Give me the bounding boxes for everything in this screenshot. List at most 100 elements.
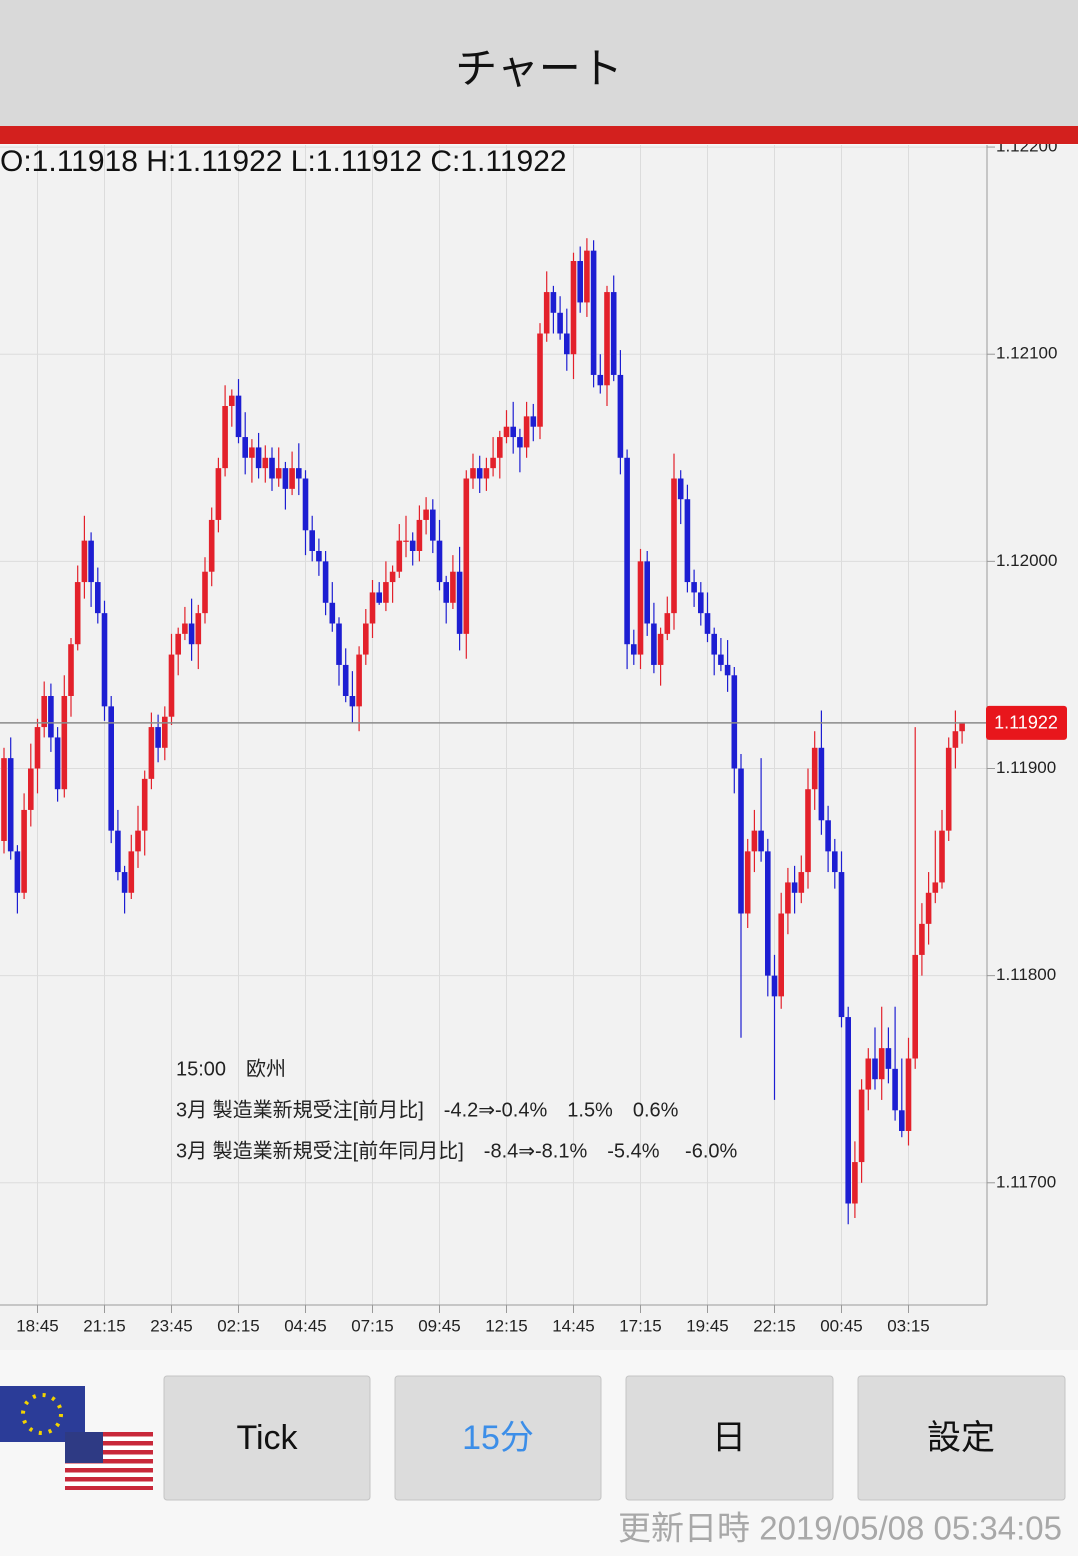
candle-body (610, 292, 617, 375)
candle-body (497, 437, 503, 458)
candle-body (584, 250, 590, 303)
candle-body (537, 333, 543, 427)
candle-body (54, 737, 61, 790)
x-tick-label: 17:15 (619, 1316, 662, 1335)
candle-body (543, 292, 550, 334)
button[interactable]: Tick (163, 1375, 371, 1501)
x-tick-label: 02:15 (217, 1316, 260, 1335)
ohlc-text: O:1.11918 H:1.11922 L:1.11912 C:1.11922 (0, 145, 567, 178)
candle-body (389, 571, 396, 583)
candle-body (590, 250, 597, 375)
candle-body (912, 954, 918, 1059)
candle-body (168, 654, 175, 717)
button[interactable]: 設定 (857, 1375, 1066, 1501)
candle-body (135, 830, 141, 852)
candle-body (436, 540, 443, 583)
candle-body (751, 830, 758, 852)
x-tick-label: 07:15 (351, 1316, 394, 1335)
button[interactable]: 15分 (394, 1375, 602, 1501)
candle-body (175, 633, 181, 655)
candle-body (162, 716, 168, 748)
current-price-box (986, 705, 1067, 740)
candle-body (711, 633, 717, 655)
candle-body (785, 882, 791, 914)
candle-body (416, 519, 423, 551)
candle-body (925, 892, 932, 924)
candle-body (597, 374, 604, 386)
x-tick-label: 21:15 (83, 1316, 126, 1335)
candle-body (939, 830, 945, 883)
candle-body (356, 654, 362, 707)
candle-body (624, 457, 630, 645)
candle-body (557, 312, 563, 334)
y-tick-label: 1.12000 (996, 551, 1057, 570)
x-tick-label: 22:15 (753, 1316, 796, 1335)
candle-body (832, 851, 838, 873)
candle-body (945, 747, 952, 831)
candle-body (765, 851, 771, 976)
candle-body (369, 592, 376, 624)
candle-body (778, 913, 784, 997)
candle-body (68, 644, 74, 696)
candle-body (503, 426, 510, 438)
candle-body (41, 696, 47, 728)
annotation-line: 3月 製造業新規受注[前年同月比] -8.4⇒-8.1% -5.4% -6.0% (176, 1139, 738, 1162)
candle-body (21, 809, 27, 893)
candle-body (208, 519, 215, 572)
candle-body (617, 374, 624, 458)
candle-body (878, 1048, 885, 1080)
candle-body (510, 426, 516, 438)
candle-body (141, 778, 148, 831)
candle-body (222, 406, 228, 469)
candle-body (269, 457, 275, 479)
candle-body (275, 468, 282, 479)
candle-body (718, 654, 724, 665)
x-tick-label: 09:45 (418, 1316, 461, 1335)
candle-body (463, 478, 470, 634)
chart: 1.117001.118001.119001.120001.121001.122… (0, 137, 1067, 1335)
candle-body (704, 613, 711, 634)
updated-time: 更新日時 2019/05/08 05:34:05 (618, 1510, 1062, 1547)
candle-body (671, 478, 677, 614)
candle-body (322, 561, 329, 603)
candle-body (61, 696, 68, 790)
x-tick-label: 23:45 (150, 1316, 193, 1335)
candle-body (188, 623, 195, 645)
candle-body (128, 851, 135, 893)
button-label: 日 (712, 1419, 746, 1457)
candle-body (249, 447, 255, 458)
candle-body (148, 727, 155, 779)
candle-body (349, 696, 356, 707)
candle-body (229, 395, 235, 406)
candle-body (825, 820, 831, 852)
button-label: Tick (236, 1419, 298, 1457)
candle-body (664, 613, 671, 634)
annotation-line: 3月 製造業新規受注[前月比] -4.2⇒-0.4% 1.5% 0.6% (176, 1098, 679, 1121)
candle-body (289, 468, 295, 489)
candle-body (523, 416, 530, 448)
candle-body (798, 872, 805, 893)
candle-body (336, 623, 342, 665)
candle-body (255, 447, 262, 469)
candle-body (657, 633, 664, 665)
candle-body (637, 561, 644, 655)
candle-body (517, 437, 523, 448)
candle-body (7, 758, 14, 852)
x-tick-label: 03:15 (887, 1316, 930, 1335)
candle-body (838, 872, 845, 1018)
candle-body (885, 1048, 892, 1069)
candle-body (202, 571, 208, 614)
candle-body (905, 1058, 912, 1131)
button-label: 設定 (927, 1419, 995, 1457)
candle-body (932, 882, 939, 893)
currency-flag[interactable] (0, 1386, 153, 1490)
annotation: 15:00 欧州 3月 製造業新規受注[前月比] -4.2⇒-0.4% 1.5%… (176, 1057, 738, 1162)
candle-body (845, 1017, 851, 1204)
candle-body (550, 292, 557, 313)
button[interactable]: 日 (625, 1375, 834, 1501)
y-tick-label: 1.12100 (996, 344, 1057, 363)
candle-body (121, 872, 128, 893)
candle-body (724, 664, 731, 676)
x-tick-label: 18:45 (16, 1316, 59, 1335)
candle-body (919, 923, 925, 955)
